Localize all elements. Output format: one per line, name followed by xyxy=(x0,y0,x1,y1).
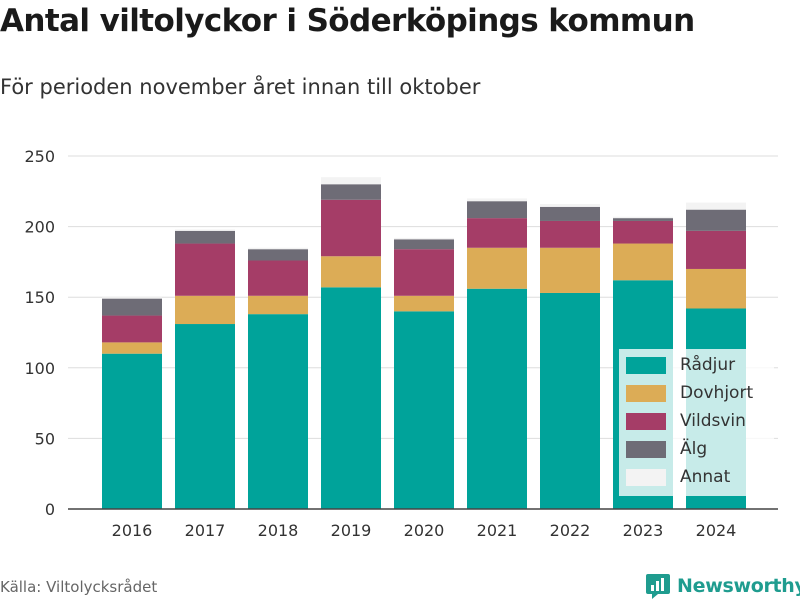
bar-segment-rådjur-2018 xyxy=(248,314,308,509)
y-axis-labels: 0 50 100 150 200 250 xyxy=(24,147,55,519)
bar-segment-vildsvin-2021 xyxy=(467,218,527,248)
bar-segment-dovhjort-2018 xyxy=(248,295,308,315)
bar-segment-älg-2024 xyxy=(686,209,746,231)
bars xyxy=(102,177,746,509)
bar-segment-annat-2023 xyxy=(613,216,673,219)
bar-segment-älg-2017 xyxy=(175,230,235,244)
bar-segment-älg-2021 xyxy=(467,201,527,219)
bar-segment-annat-2018 xyxy=(248,247,308,250)
bar-segment-annat-2022 xyxy=(540,204,600,207)
bar-segment-dovhjort-2023 xyxy=(613,243,673,281)
bar-segment-annat-2024 xyxy=(686,202,746,210)
legend-label: Vildsvin xyxy=(680,411,746,431)
chart-legend: Rådjur Dovhjort Vildsvin Älg Annat xyxy=(619,349,774,496)
legend-swatch xyxy=(626,468,666,486)
legend-item[interactable]: Rådjur xyxy=(626,353,735,377)
bar-segment-vildsvin-2020 xyxy=(394,249,454,296)
legend-item[interactable]: Dovhjort xyxy=(626,381,753,405)
legend-swatch xyxy=(626,356,666,374)
chart-title: Antal viltolyckor i Söderköpings kommun xyxy=(0,3,695,39)
bar-segment-älg-2023 xyxy=(613,218,673,221)
bar-segment-dovhjort-2024 xyxy=(686,268,746,309)
x-tick-label: 2024 xyxy=(696,521,737,540)
x-tick-label: 2021 xyxy=(477,521,518,540)
x-tick-label: 2022 xyxy=(550,521,591,540)
legend-swatch xyxy=(626,384,666,402)
x-tick-label: 2023 xyxy=(623,521,664,540)
bar-segment-vildsvin-2024 xyxy=(686,230,746,269)
bar-segment-rådjur-2017 xyxy=(175,324,235,509)
bar-segment-vildsvin-2023 xyxy=(613,220,673,244)
newsworthy-logo-icon xyxy=(646,574,670,599)
bar-segment-älg-2020 xyxy=(394,239,454,250)
bar-segment-vildsvin-2022 xyxy=(540,220,600,248)
bar-segment-rådjur-2021 xyxy=(467,288,527,509)
legend-label: Annat xyxy=(680,467,731,487)
x-tick-label: 2017 xyxy=(185,521,226,540)
bar-segment-vildsvin-2018 xyxy=(248,260,308,296)
y-tick-label: 50 xyxy=(35,429,55,448)
legend-item[interactable]: Älg xyxy=(626,437,707,461)
legend-swatch xyxy=(626,440,666,458)
bar-segment-annat-2020 xyxy=(394,237,454,240)
bar-segment-annat-2021 xyxy=(467,198,527,202)
bar-segment-annat-2019 xyxy=(321,177,381,185)
y-tick-label: 0 xyxy=(45,500,55,519)
brand-name: Newsworthy xyxy=(677,575,800,597)
x-tick-label: 2018 xyxy=(258,521,299,540)
bar-segment-vildsvin-2016 xyxy=(102,315,162,343)
x-tick-label: 2019 xyxy=(331,521,372,540)
bar-segment-dovhjort-2020 xyxy=(394,295,454,312)
legend-label: Rådjur xyxy=(680,355,736,375)
bar-segment-dovhjort-2017 xyxy=(175,295,235,325)
x-tick-label: 2020 xyxy=(404,521,445,540)
bar-segment-annat-2016 xyxy=(102,297,162,299)
bar-segment-rådjur-2016 xyxy=(102,353,162,509)
bar-segment-älg-2019 xyxy=(321,184,381,200)
bar-segment-vildsvin-2017 xyxy=(175,243,235,296)
legend-label: Älg xyxy=(680,439,708,459)
chart-subtitle: För perioden november året innan till ok… xyxy=(0,75,481,99)
bar-segment-rådjur-2022 xyxy=(540,292,600,509)
legend-swatch xyxy=(626,412,666,430)
bar-segment-dovhjort-2021 xyxy=(467,247,527,289)
y-tick-label: 100 xyxy=(24,359,55,378)
bar-segment-rådjur-2019 xyxy=(321,287,381,509)
bar-segment-vildsvin-2019 xyxy=(321,199,381,257)
legend-label: Dovhjort xyxy=(680,383,754,403)
legend-item[interactable]: Annat xyxy=(626,465,730,489)
bar-segment-dovhjort-2019 xyxy=(321,256,381,288)
y-tick-label: 150 xyxy=(24,288,55,307)
x-tick-label: 2016 xyxy=(112,521,153,540)
bar-segment-älg-2016 xyxy=(102,298,162,316)
bar-segment-dovhjort-2016 xyxy=(102,342,162,354)
bar-segment-älg-2022 xyxy=(540,206,600,221)
bar-segment-annat-2017 xyxy=(175,229,235,231)
bar-segment-älg-2018 xyxy=(248,249,308,261)
x-axis-labels: 2016 2017 2018 2019 2020 2021 2022 2023 2024 xyxy=(112,521,737,540)
bar-segment-rådjur-2020 xyxy=(394,311,454,509)
y-tick-label: 250 xyxy=(24,147,55,166)
y-tick-label: 200 xyxy=(24,218,55,237)
bar-segment-dovhjort-2022 xyxy=(540,247,600,293)
legend-item[interactable]: Vildsvin xyxy=(626,409,746,433)
brand-logo: Newsworthy xyxy=(645,571,800,601)
source-note: Källa: Viltolycksrådet xyxy=(0,578,158,596)
